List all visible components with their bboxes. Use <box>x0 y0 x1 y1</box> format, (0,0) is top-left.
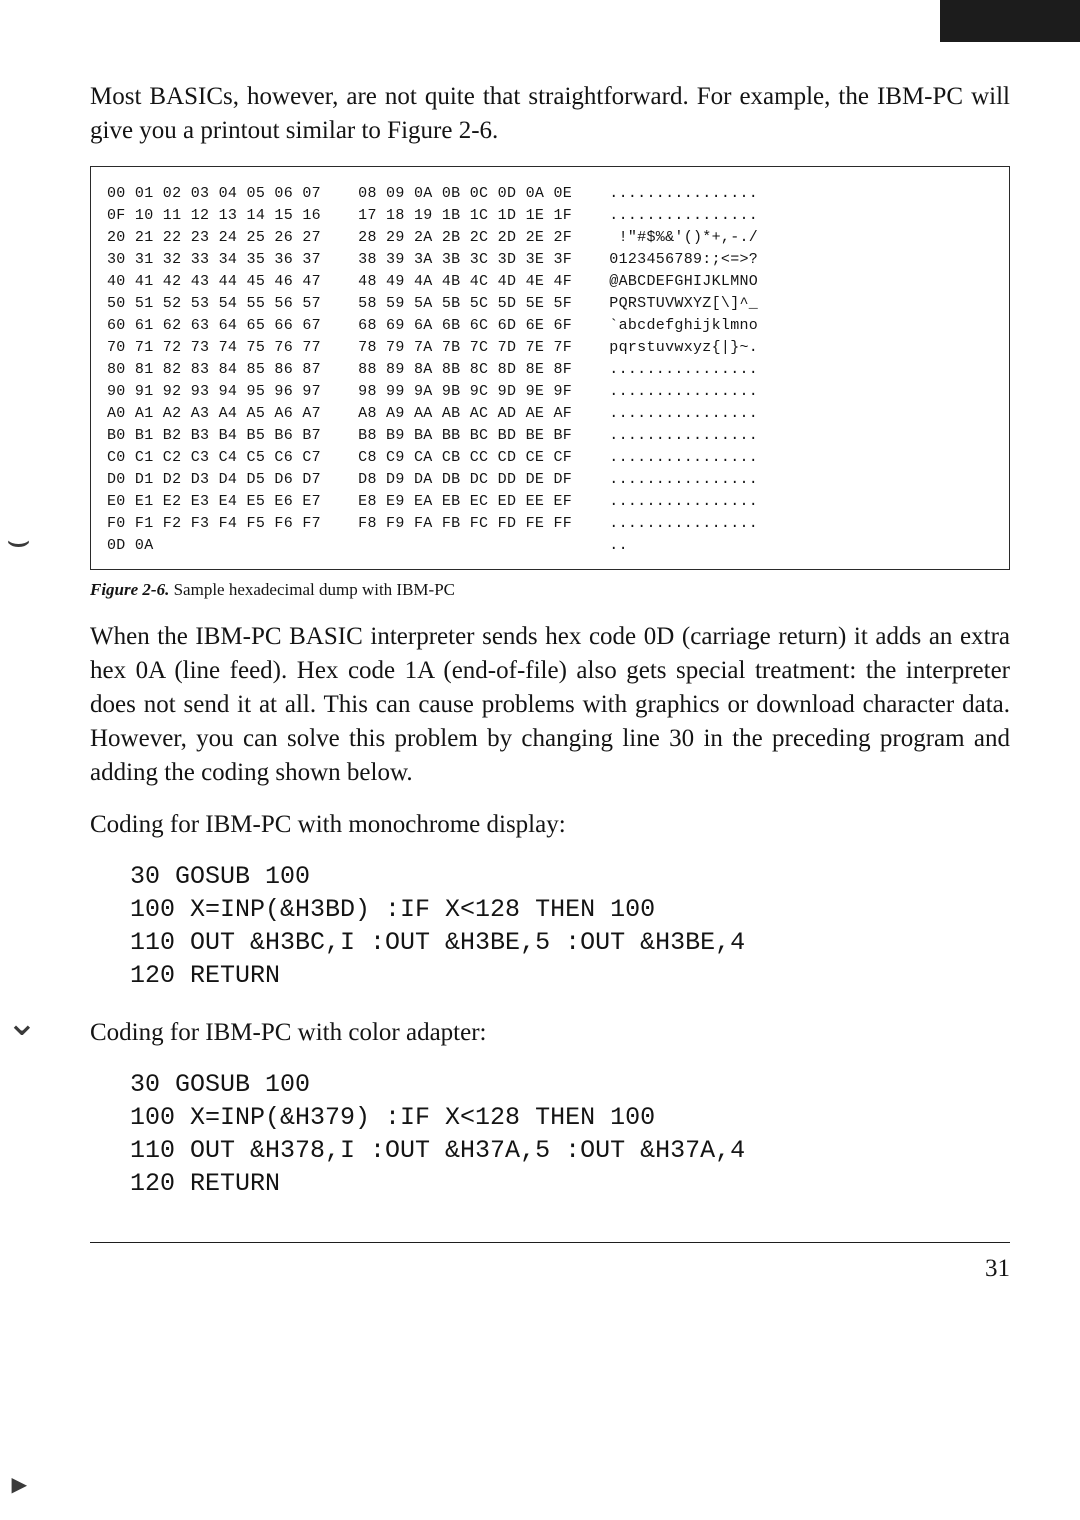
mono-heading: Coding for IBM-PC with monochrome displa… <box>90 808 1010 842</box>
explanation-paragraph: When the IBM-PC BASIC interpreter sends … <box>90 620 1010 790</box>
color-heading: Coding for IBM-PC with color adapter: <box>90 1016 1010 1050</box>
corner-mark: ▸ <box>12 1467 26 1500</box>
code-listing-monochrome: 30 GOSUB 100 100 X=INP(&H3BD) :IF X<128 … <box>130 860 1010 992</box>
header-blackbar <box>940 0 1080 42</box>
figure-caption-text: Sample hexadecimal dump with IBM-PC <box>169 580 455 599</box>
page-number: 31 <box>90 1255 1010 1283</box>
binding-mark: ⌣ <box>6 520 31 563</box>
figure-caption: Figure 2-6. Sample hexadecimal dump with… <box>90 580 1010 600</box>
binding-mark: ⌄ <box>6 1000 38 1045</box>
footer-rule <box>90 1242 1010 1243</box>
hexdump-figure: 00 01 02 03 04 05 06 07 08 09 0A 0B 0C 0… <box>90 166 1010 570</box>
figure-label: Figure 2-6. <box>90 580 169 599</box>
page: ⌣ ⌄ ▸ Most BASICs, however, are not quit… <box>0 0 1080 1520</box>
intro-paragraph: Most BASICs, however, are not quite that… <box>90 80 1010 148</box>
code-listing-color: 30 GOSUB 100 100 X=INP(&H379) :IF X<128 … <box>130 1068 1010 1200</box>
